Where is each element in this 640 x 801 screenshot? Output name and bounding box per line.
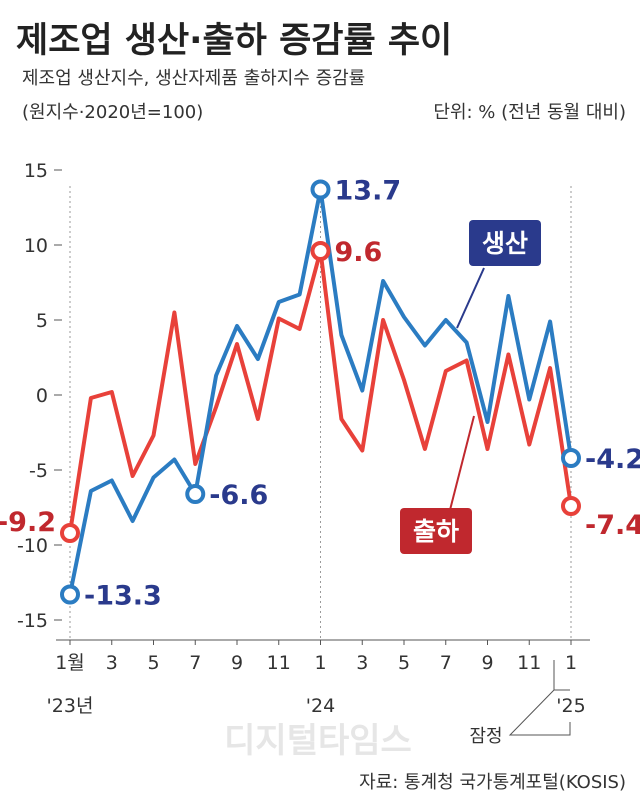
chart-subtitle: 제조업 생산지수, 생산자제품 출하지수 증감률 (22, 68, 365, 89)
data-point-marker (60, 523, 80, 543)
chart-subtitle-base: (원지수·2020년=100) (22, 102, 203, 123)
y-tick-label: 15 (24, 160, 48, 182)
data-label: -4.2 (585, 444, 640, 475)
data-point-marker (561, 448, 581, 468)
year-label: '25 (556, 695, 585, 717)
x-tick-label: 11 (267, 652, 291, 674)
data-label: 13.7 (335, 176, 402, 207)
preliminary-bracket-pointer (508, 689, 571, 736)
y-tick-label: -5 (29, 460, 48, 482)
x-tick-label: 1월 (55, 652, 85, 674)
data-label: -7.4 (585, 510, 640, 541)
legend-production-pointer (456, 267, 485, 329)
y-tick-label: 5 (36, 310, 48, 332)
x-tick-label: 7 (440, 652, 452, 674)
x-tick-label: 5 (398, 652, 410, 674)
data-label-group: -13.3 -6.6 13.7 -4.2 -9.2 9.6 -7.4 (0, 176, 640, 612)
marker-group (60, 179, 581, 605)
x-tick-label: 9 (231, 652, 243, 674)
data-point-marker (561, 496, 581, 516)
x-tick-label: 7 (189, 652, 201, 674)
x-tick-label: 3 (356, 652, 368, 674)
legend-shipment-box (400, 508, 472, 554)
watermark: 디지털타임스 (224, 721, 412, 761)
legend-shipment-pointer (449, 415, 475, 511)
data-label: -6.6 (209, 480, 268, 511)
x-tick-label: 1 (565, 652, 577, 674)
x-tick-label: 5 (147, 652, 159, 674)
data-point-marker (310, 241, 331, 261)
year-label: '23년 (47, 695, 94, 717)
y-tick-label: 10 (24, 235, 48, 257)
source-note: 자료: 통계청 국가통계포털(KOSIS) (359, 772, 626, 793)
legend-shipment-label: 출하 (413, 517, 459, 546)
data-label: -9.2 (0, 507, 56, 538)
data-point-marker (310, 179, 331, 200)
legend-production-label: 생산 (482, 229, 528, 258)
year-label: '24 (306, 695, 335, 717)
legend-production: 생산 (456, 220, 541, 329)
x-tick-label: 9 (481, 652, 493, 674)
data-label: 9.6 (335, 237, 383, 268)
y-tick-label: -15 (17, 610, 48, 632)
chart-title: 제조업 생산·출하 증감률 추이 (16, 21, 452, 61)
unit-label: 단위: % (전년 동월 대비) (433, 102, 626, 123)
y-tick-label: -10 (17, 535, 48, 557)
data-label: -13.3 (84, 581, 162, 612)
legend-production-box (469, 220, 541, 266)
legend-shipment: 출하 (400, 415, 475, 554)
x-tick-label: 1 (314, 652, 326, 674)
y-tick-label: 0 (36, 385, 48, 407)
data-point-marker (60, 584, 80, 605)
x-tick-label: 11 (517, 652, 541, 674)
preliminary-label: 잠정 (469, 726, 502, 747)
preliminary-note: 잠정 (469, 660, 571, 747)
x-tick-label: 3 (106, 652, 118, 674)
data-point-marker (185, 484, 206, 504)
